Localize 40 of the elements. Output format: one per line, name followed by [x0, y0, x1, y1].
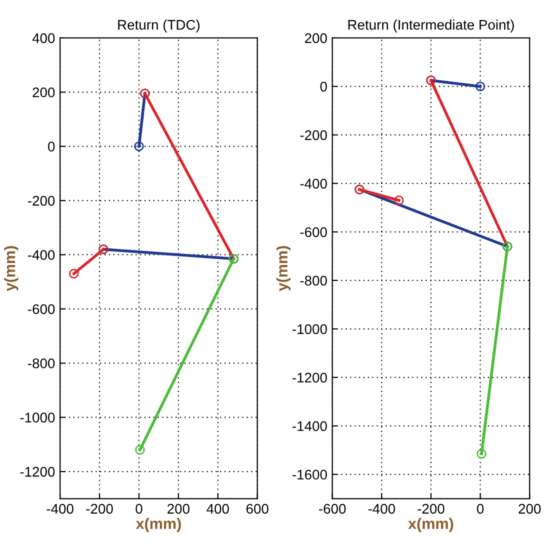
x-tick-label: -200	[418, 504, 444, 514]
x-tick-label: -200	[86, 504, 113, 514]
chart-title: Return (Intermediate Point)	[348, 20, 514, 32]
y-tick-label: -800	[28, 358, 55, 368]
x-tick-label: -400	[368, 504, 396, 514]
x-tick-label: 200	[518, 504, 541, 514]
y-tick-label: 0	[48, 142, 55, 152]
x-tick-label: 0	[136, 504, 142, 514]
y-tick-label: -400	[300, 178, 327, 189]
y-axis-title: y(mm)	[4, 246, 18, 292]
y-tick-label: -200	[300, 130, 327, 140]
point	[476, 448, 486, 459]
x-tick-label: 0	[476, 504, 484, 514]
x-tick-label: 200	[168, 504, 190, 514]
x-tick-label: 600	[246, 504, 268, 514]
x-axis-title: x(mm)	[136, 518, 181, 532]
y-tick-label: 200	[32, 87, 55, 98]
y-tick-label: -400	[28, 250, 55, 260]
point	[475, 82, 486, 92]
y-tick-label: -800	[300, 276, 327, 286]
y-tick-label: -1400	[292, 421, 327, 432]
point	[134, 141, 144, 152]
y-axis-title: y(mm)	[276, 246, 291, 292]
y-tick-label: -600	[300, 227, 327, 238]
y-tick-label: -1200	[20, 466, 55, 477]
point	[135, 445, 145, 455]
y-tick-label: 0	[320, 82, 327, 92]
y-tick-label: -1200	[292, 372, 327, 383]
y-tick-label: -1000	[292, 324, 327, 334]
x-tick-label: -600	[319, 504, 346, 514]
x-axis-title: x(mm)	[408, 518, 454, 532]
x-tick-label: -400	[46, 504, 74, 514]
chart-title: Return (TDC)	[118, 20, 200, 32]
y-tick-label: -1600	[292, 470, 327, 480]
y-tick-label: -200	[28, 196, 55, 206]
y-tick-label: -600	[28, 304, 55, 314]
y-tick-label: -1000	[20, 412, 55, 423]
y-tick-label: 400	[32, 33, 55, 44]
x-tick-label: 400	[206, 504, 229, 514]
y-tick-label: 200	[304, 33, 327, 44]
